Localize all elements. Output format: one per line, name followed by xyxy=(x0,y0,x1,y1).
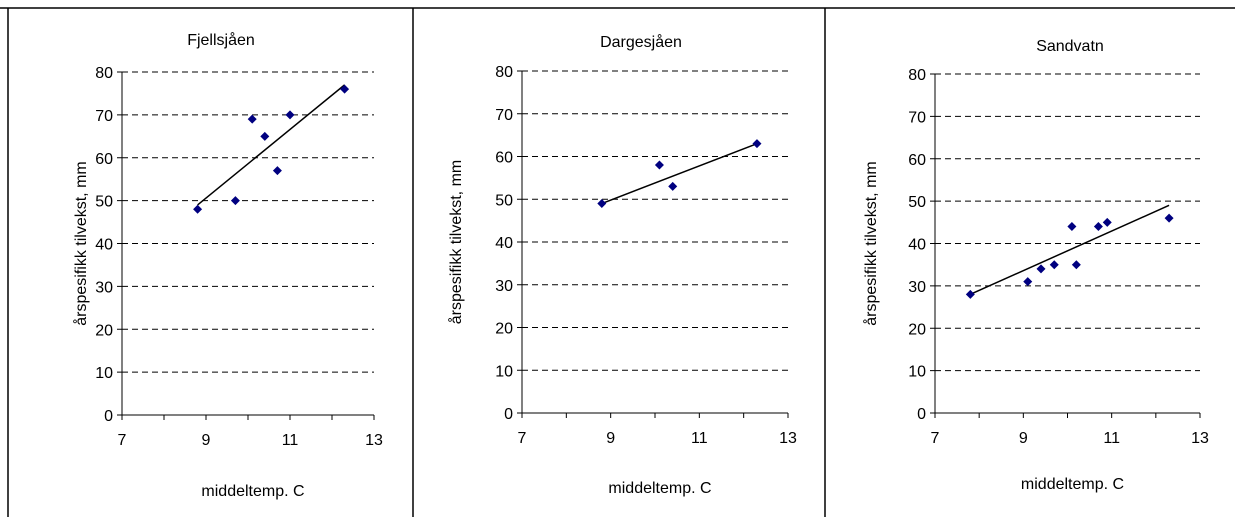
x-axis-label: middeltemp. C xyxy=(608,480,711,497)
x-tick-label: 13 xyxy=(365,432,383,449)
data-point xyxy=(597,199,607,209)
y-tick-label: 40 xyxy=(95,237,113,254)
data-point xyxy=(965,289,975,299)
data-point xyxy=(247,114,257,124)
data-point xyxy=(654,160,664,170)
x-tick-label: 7 xyxy=(518,430,527,447)
chart-sandvatn: Sandvatn 0 10 20 30 40 50 60 70 80 7 9 11 13 middeltem… xyxy=(862,38,1209,493)
y-axis-label: årspesifikk tilvekst, mm xyxy=(72,161,90,325)
data-point xyxy=(1093,222,1103,232)
data-point xyxy=(1067,222,1077,232)
chart-title: Sandvatn xyxy=(1036,38,1104,55)
chart-fjellsjaen: Fjellsjåen 0 10 20 30 40 50 60 70 80 7 9 11 13 middelt… xyxy=(72,31,383,500)
data-point xyxy=(1164,213,1174,223)
y-tick-label: 20 xyxy=(908,321,926,338)
x-tick-label: 11 xyxy=(691,430,708,447)
y-tick-label: 80 xyxy=(95,65,113,82)
y-tick-label: 60 xyxy=(495,150,513,167)
x-tick-label: 13 xyxy=(779,430,797,447)
y-tick-label: 10 xyxy=(908,364,926,381)
y-axis-label: årspesifikk tilvekst, mm xyxy=(862,161,880,325)
x-tick-label: 7 xyxy=(118,432,127,449)
y-tick-label: 10 xyxy=(495,363,513,380)
x-axis-label: middeltemp. C xyxy=(201,483,304,500)
y-tick-label: 70 xyxy=(495,107,513,124)
x-tick-label: 9 xyxy=(1019,430,1028,447)
y-tick-label: 50 xyxy=(95,194,113,211)
x-tick-label: 7 xyxy=(931,430,940,447)
x-tick-label: 9 xyxy=(202,432,211,449)
chart-title: Dargesjåen xyxy=(600,33,682,51)
y-tick-label: 80 xyxy=(908,67,926,84)
data-point xyxy=(1023,277,1033,287)
y-axis-label: årspesifikk tilvekst, mm xyxy=(447,160,465,324)
x-tick-label: 13 xyxy=(1191,430,1209,447)
x-tick-label: 9 xyxy=(606,430,615,447)
y-tick-label: 70 xyxy=(908,109,926,126)
y-tick-label: 50 xyxy=(495,192,513,209)
chart-panel-2: Dargesjåen 0 10 20 30 40 50 60 70 80 7 9 11 13 middelt… xyxy=(413,0,825,517)
chart-title: Fjellsjåen xyxy=(187,31,255,49)
x-axis-label: middeltemp. C xyxy=(1021,476,1124,493)
y-tick-label: 0 xyxy=(504,406,513,423)
y-tick-label: 20 xyxy=(495,321,513,338)
trendline xyxy=(601,142,758,205)
data-point xyxy=(272,166,282,176)
data-point xyxy=(340,84,350,94)
y-tick-label: 0 xyxy=(917,406,926,423)
y-tick-label: 20 xyxy=(95,322,113,339)
chart-panel-1: Fjellsjåen 0 10 20 30 40 50 60 70 80 7 9 11 13 middelt… xyxy=(0,0,413,517)
x-tick-label: 11 xyxy=(282,432,299,449)
y-tick-label: 40 xyxy=(495,235,513,252)
y-tick-label: 0 xyxy=(104,408,113,425)
data-point xyxy=(193,204,203,214)
data-point xyxy=(1071,260,1081,270)
y-tick-label: 30 xyxy=(908,279,926,296)
y-tick-label: 80 xyxy=(495,64,513,81)
y-tick-label: 30 xyxy=(95,279,113,296)
y-tick-label: 70 xyxy=(95,108,113,125)
data-point xyxy=(285,110,295,120)
data-point xyxy=(1036,264,1046,274)
data-point xyxy=(668,181,678,191)
trendline xyxy=(970,204,1170,296)
data-point xyxy=(752,139,762,149)
data-point xyxy=(1102,217,1112,227)
chart-dargesjaen: Dargesjåen 0 10 20 30 40 50 60 70 80 7 9 11 13 middelt… xyxy=(447,33,797,497)
data-point xyxy=(230,196,240,206)
y-tick-label: 10 xyxy=(95,365,113,382)
x-tick-label: 11 xyxy=(1103,430,1120,447)
y-tick-label: 30 xyxy=(495,278,513,295)
data-point xyxy=(1049,260,1059,270)
y-tick-label: 60 xyxy=(95,151,113,168)
y-tick-label: 40 xyxy=(908,237,926,254)
data-point xyxy=(260,131,270,141)
chart-panel-3: Sandvatn 0 10 20 30 40 50 60 70 80 7 9 11 13 middeltem… xyxy=(825,0,1235,517)
y-tick-label: 60 xyxy=(908,152,926,169)
trendline xyxy=(197,84,346,206)
y-tick-label: 50 xyxy=(908,194,926,211)
